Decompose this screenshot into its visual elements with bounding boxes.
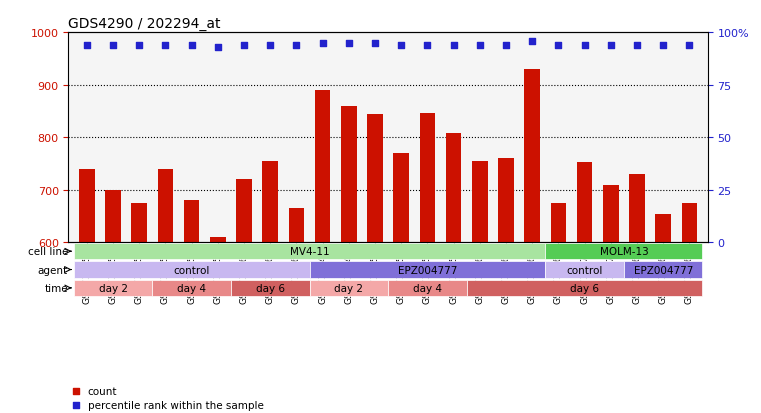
Bar	[498, 159, 514, 242]
Text: GDS4290 / 202294_at: GDS4290 / 202294_at	[68, 17, 221, 31]
FancyBboxPatch shape	[231, 280, 310, 297]
Point	[552, 42, 565, 49]
Text: control: control	[174, 265, 210, 275]
Text: agent: agent	[38, 265, 68, 275]
Point	[395, 42, 407, 49]
Bar	[577, 163, 593, 242]
Point	[291, 42, 303, 49]
Point	[186, 42, 198, 49]
Point	[500, 42, 512, 49]
Point	[578, 42, 591, 49]
Bar	[682, 203, 697, 242]
Point	[342, 40, 355, 47]
Text: day 2: day 2	[98, 283, 128, 293]
Point	[631, 42, 643, 49]
Bar	[341, 106, 357, 242]
Bar	[419, 114, 435, 242]
Text: day 6: day 6	[570, 283, 599, 293]
Point	[70, 388, 82, 395]
Bar	[79, 169, 94, 242]
Text: control: control	[566, 265, 603, 275]
Bar	[236, 180, 252, 242]
Point	[657, 42, 669, 49]
FancyBboxPatch shape	[546, 243, 702, 260]
Text: MOLM-13: MOLM-13	[600, 247, 648, 256]
FancyBboxPatch shape	[624, 262, 702, 278]
FancyBboxPatch shape	[74, 280, 152, 297]
Point	[369, 40, 381, 47]
Point	[107, 42, 119, 49]
Bar	[263, 161, 278, 242]
Bar	[446, 133, 461, 242]
Point	[422, 42, 434, 49]
FancyBboxPatch shape	[388, 280, 466, 297]
Text: count: count	[88, 387, 117, 396]
FancyBboxPatch shape	[310, 280, 388, 297]
Text: EPZ004777: EPZ004777	[633, 265, 693, 275]
Bar	[655, 215, 671, 242]
Bar	[472, 161, 488, 242]
Bar	[524, 70, 540, 242]
Bar	[132, 203, 147, 242]
Point	[683, 42, 696, 49]
Point	[81, 42, 93, 49]
Point	[473, 42, 486, 49]
Bar	[210, 237, 226, 242]
FancyBboxPatch shape	[466, 280, 702, 297]
Bar	[367, 115, 383, 242]
Bar	[629, 174, 645, 242]
Text: day 4: day 4	[413, 283, 442, 293]
Bar	[393, 153, 409, 242]
Bar	[603, 186, 619, 242]
Bar	[288, 209, 304, 242]
Text: time: time	[44, 283, 68, 293]
Text: percentile rank within the sample: percentile rank within the sample	[88, 400, 263, 410]
FancyBboxPatch shape	[546, 262, 624, 278]
Text: EPZ004777: EPZ004777	[398, 265, 457, 275]
FancyBboxPatch shape	[74, 243, 546, 260]
Point	[526, 38, 538, 45]
Point	[605, 42, 617, 49]
Text: cell line: cell line	[27, 247, 68, 256]
Bar	[105, 190, 121, 242]
Point	[238, 42, 250, 49]
FancyBboxPatch shape	[310, 262, 546, 278]
Bar	[315, 90, 330, 242]
Point	[159, 42, 171, 49]
Point	[70, 401, 82, 408]
Text: day 2: day 2	[334, 283, 363, 293]
Text: MV4-11: MV4-11	[290, 247, 330, 256]
Point	[264, 42, 276, 49]
Point	[447, 42, 460, 49]
FancyBboxPatch shape	[152, 280, 231, 297]
Text: day 6: day 6	[256, 283, 285, 293]
Point	[212, 44, 224, 51]
Bar	[183, 201, 199, 242]
Bar	[158, 169, 174, 242]
Text: day 4: day 4	[177, 283, 206, 293]
Bar	[550, 203, 566, 242]
Point	[133, 42, 145, 49]
Point	[317, 40, 329, 47]
FancyBboxPatch shape	[74, 262, 310, 278]
